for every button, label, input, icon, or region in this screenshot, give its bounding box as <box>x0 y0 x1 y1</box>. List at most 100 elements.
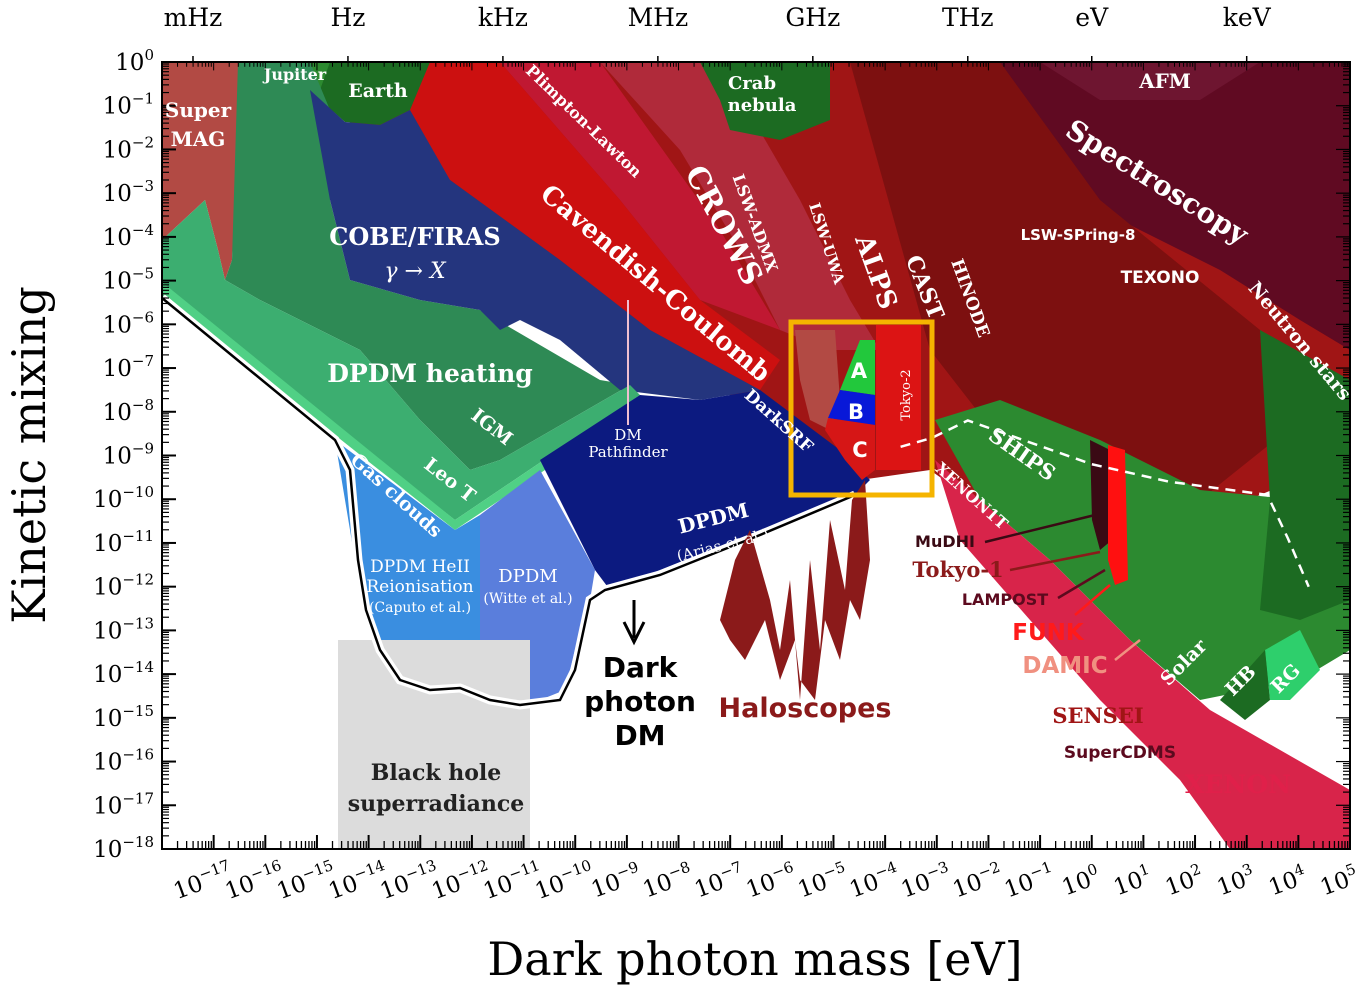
y-tick-label: 10−16 <box>93 746 154 776</box>
label-lampost: LAMPOST <box>962 590 1048 609</box>
region-marker-b <box>828 390 875 425</box>
region-marker-c <box>825 418 875 480</box>
region-ships <box>935 400 1350 700</box>
label-tokyo-2: Tokyo-2 <box>899 369 914 420</box>
region-marker-a <box>840 340 875 395</box>
region-dpdm-arias <box>540 390 870 590</box>
label-earth: Earth <box>348 80 408 102</box>
x-tick-label: 10−1 <box>1000 858 1059 904</box>
region-plimpton-lawton <box>500 62 780 330</box>
region-neutron-stars <box>1260 330 1350 620</box>
y-tick-label: 10−8 <box>103 396 154 426</box>
x-tick-label: 10−8 <box>638 858 697 904</box>
label-bh-superradiance-1: Black hole <box>371 760 502 786</box>
lampost-pointer <box>1057 568 1106 600</box>
plot-area <box>162 62 1350 849</box>
y-tick-label: 10−18 <box>93 833 154 863</box>
region-earth <box>310 62 430 125</box>
freq-tick-label: eV <box>1075 3 1109 32</box>
region-tokyo-2 <box>876 325 921 470</box>
label-afm: AFM <box>1138 69 1191 93</box>
y-tick-label: 10−15 <box>93 702 154 732</box>
freq-tick-label: MHz <box>628 3 689 32</box>
label-damic: DAMIC <box>1022 653 1107 679</box>
label-cobe-firas: COBE/FIRAS <box>329 222 501 251</box>
label-dark-photon-dm-2: photon <box>584 685 696 718</box>
x-tick-label: 104 <box>1264 860 1311 901</box>
region-mudhi <box>1090 440 1112 550</box>
y-axis: 100 10−1 10−2 10−3 10−4 10−5 10−6 10−7 10−8 10−9 1… <box>93 46 1350 863</box>
label-funk: FUNK <box>1012 620 1085 646</box>
y-tick-label: 10−17 <box>93 789 154 819</box>
down-arrow-icon <box>622 600 646 646</box>
label-dpdm-heating: DPDM heating <box>327 359 533 388</box>
label-super-mag-2: MAG <box>171 127 226 151</box>
label-dm-pathfinder-1: DM <box>614 426 641 444</box>
label-lsw-spring8: LSW-SPring-8 <box>1021 226 1136 244</box>
damic-pointer <box>1114 639 1141 661</box>
dpdm-boundary-line-inner <box>162 297 856 707</box>
y-tick-label: 10−10 <box>93 483 154 513</box>
y-tick-label: 10−3 <box>103 177 154 207</box>
y-tick-label: 10−13 <box>93 614 154 644</box>
y-tick-label: 10−9 <box>103 440 154 470</box>
label-mudhi: MuDHI <box>915 532 975 551</box>
region-cobe-firas <box>310 90 760 400</box>
region-supermag <box>162 62 240 280</box>
x-tick-label: 10−2 <box>948 858 1007 904</box>
label-heii-sub: (Caputo et al.) <box>369 600 471 616</box>
label-dpdm-witte: DPDM <box>498 566 557 587</box>
x-axis-title: Dark photon mass [eV] <box>487 932 1022 986</box>
region-funk <box>1108 445 1128 585</box>
region-afm <box>1040 62 1260 100</box>
freq-tick-label: keV <box>1223 3 1272 32</box>
y-tick-label: 10−1 <box>103 90 154 120</box>
label-nebula: nebula <box>728 95 797 116</box>
x-tick-label: 103 <box>1212 860 1259 901</box>
y-tick-label: 10−5 <box>103 265 154 295</box>
label-crab: Crab <box>728 73 776 94</box>
region-xenon1t <box>935 460 1350 849</box>
x-tick-label: 10−7 <box>690 858 749 904</box>
x-tick-label: 105 <box>1316 860 1363 901</box>
x-tick-label: 10−6 <box>741 858 800 904</box>
freq-tick-label: mHz <box>164 3 223 32</box>
x-tick-label: 102 <box>1161 860 1208 901</box>
label-texono: TEXONO <box>1121 268 1200 288</box>
label-dpdm-witte-sub: (Witte et al.) <box>483 591 572 607</box>
freq-tick-label: kHz <box>478 3 528 32</box>
y-tick-label: 10−12 <box>93 571 154 601</box>
y-tick-label: 10−6 <box>103 308 154 338</box>
marker-a: A <box>851 359 868 383</box>
freq-tick-label: THz <box>942 3 994 32</box>
label-dark-photon-dm-3: DM <box>614 719 665 752</box>
marker-b: B <box>848 400 864 424</box>
x-tick-label: 100 <box>1057 860 1104 901</box>
label-heii-2: Reionisation <box>366 577 473 597</box>
x-tick-label: 10−5 <box>793 858 852 904</box>
y-tick-label: 10−2 <box>103 133 154 163</box>
tokyo1-pointer <box>1009 550 1101 572</box>
region-bh-superradiance <box>338 640 530 849</box>
frequency-axis: mHz Hz kHz MHz GHz THz eV keV <box>164 3 1272 62</box>
region-crab-nebula <box>700 62 830 140</box>
freq-tick-label: GHz <box>785 3 840 32</box>
dashed-curve <box>900 419 1310 588</box>
region-rg <box>1265 630 1320 700</box>
freq-tick-label: Hz <box>330 3 365 32</box>
label-sensei: SENSEI <box>1052 703 1143 728</box>
highlight-box <box>788 319 935 498</box>
label-dark-photon-dm-1: Dark <box>603 651 679 684</box>
label-dm-pathfinder-2: Pathfinder <box>588 443 668 461</box>
label-haloscopes: Haloscopes <box>719 693 892 724</box>
label-supercdms: SuperCDMS <box>1064 743 1176 763</box>
marker-c: C <box>852 438 867 462</box>
region-hb <box>1220 650 1270 720</box>
label-cobe-sub: γ → X <box>384 259 447 284</box>
region-leo-t <box>162 282 650 530</box>
label-tokyo-1: Tokyo-1 <box>912 557 1003 582</box>
x-tick-label: 10−4 <box>845 858 904 904</box>
label-xenon: XENON <box>1185 770 1291 799</box>
y-tick-label: 10−14 <box>93 658 154 688</box>
